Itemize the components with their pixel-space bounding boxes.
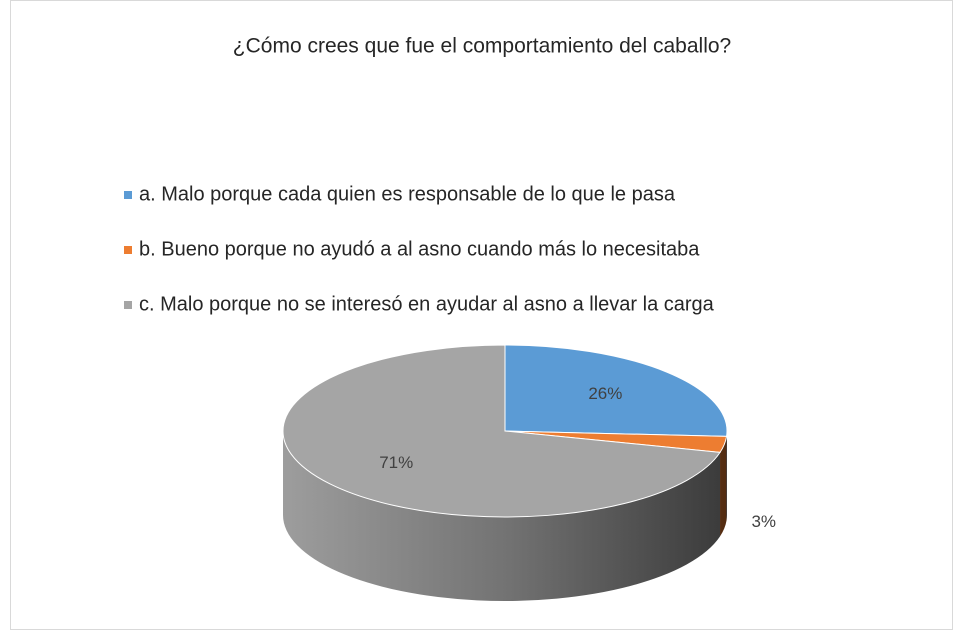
legend-swatch — [124, 301, 132, 309]
pie-side — [283, 431, 721, 601]
data-label: 3% — [751, 512, 776, 531]
data-label: 71% — [379, 453, 413, 472]
chart-title: ¿Cómo crees que fue el comportamiento de… — [233, 35, 731, 58]
pie-side — [720, 436, 727, 537]
legend-label: c. Malo porque no se interesó en ayudar … — [139, 293, 715, 315]
pie-slice — [504, 344, 728, 437]
legend-label: b. Bueno porque no ayudó a al asno cuand… — [139, 238, 700, 260]
legend-swatch — [124, 246, 132, 254]
data-label: 26% — [588, 384, 622, 403]
legend-swatch — [124, 191, 132, 199]
pie-slice — [282, 344, 721, 518]
legend-label: a. Malo porque cada quien es responsable… — [139, 183, 676, 205]
